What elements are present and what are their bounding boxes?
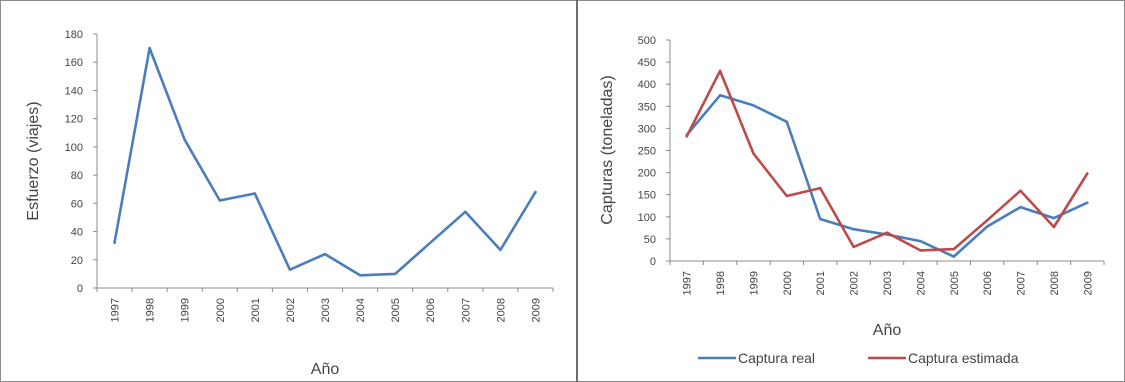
x-tick-label: 1998: [715, 271, 727, 295]
y-tick-label: 40: [71, 227, 83, 239]
y-tick-label: 80: [71, 170, 83, 182]
x-tick-label: 2002: [849, 271, 861, 295]
y-tick-label: 500: [638, 35, 656, 47]
x-tick-label: 2002: [285, 298, 297, 322]
data-point: [358, 274, 362, 277]
y-tick-label: 200: [638, 168, 656, 180]
legend-label: Captura real: [738, 350, 815, 366]
x-tick-label: 2001: [815, 271, 827, 295]
y-tick-label: 160: [65, 57, 83, 69]
data-point: [183, 138, 186, 142]
x-tick-label: 1997: [110, 298, 122, 322]
data-point: [1019, 205, 1022, 209]
data-point: [499, 248, 502, 252]
data-point: [1086, 172, 1089, 175]
y-tick-label: 300: [638, 123, 656, 135]
data-point: [323, 252, 327, 256]
x-tick-label: 2009: [530, 298, 542, 322]
x-tick-label: 1999: [748, 271, 760, 295]
x-tick-label: 2006: [982, 271, 994, 295]
data-point: [429, 241, 432, 245]
y-tick-label: 140: [65, 85, 83, 97]
x-tick-label: 2007: [1016, 271, 1028, 295]
data-point: [1052, 225, 1056, 229]
data-point: [113, 241, 116, 245]
series-line-0: [113, 46, 537, 277]
data-point: [919, 239, 922, 243]
x-tick-label: 2004: [915, 271, 927, 295]
data-point: [852, 227, 855, 231]
data-point: [718, 94, 722, 97]
data-point: [685, 135, 688, 138]
x-tick-label: 2006: [425, 298, 437, 322]
y-tick-label: 180: [65, 29, 83, 41]
data-point: [718, 69, 722, 73]
x-tick-label: 2007: [460, 298, 472, 322]
x-tick-label: 1998: [145, 298, 157, 322]
x-tick-label: 2003: [320, 298, 332, 322]
y-tick-label: 100: [638, 212, 656, 224]
legend: Captura real Captura estimada: [698, 350, 1019, 366]
data-point: [852, 245, 855, 249]
x-tick-label: 2005: [390, 298, 402, 322]
catch-chart: 0 50 100 150 200 250 300 350 400 450 500 1997 1998 19…: [599, 35, 1105, 366]
y-tick-label: 0: [77, 283, 83, 295]
x-tick-label: 1997: [682, 271, 694, 295]
legend-item: Captura real: [698, 350, 815, 366]
x-axis-title: Año: [873, 322, 902, 339]
data-point: [218, 199, 221, 202]
y-tick-label: 250: [638, 146, 656, 158]
x-tick-label: 2009: [1082, 271, 1094, 295]
y-tick-label: 450: [638, 57, 656, 69]
data-point: [288, 268, 292, 271]
y-tick-label: 150: [638, 190, 656, 202]
x-tick-label: 2003: [882, 271, 894, 295]
data-point: [1086, 201, 1089, 204]
data-point: [819, 217, 822, 221]
data-point: [393, 272, 397, 276]
data-point: [534, 190, 537, 194]
data-point: [752, 152, 755, 155]
legend-item: Captura estimada: [868, 350, 1019, 366]
x-tick-label: 2000: [782, 271, 794, 295]
data-point: [464, 210, 467, 213]
x-tick-label: 2008: [495, 298, 507, 322]
data-point: [985, 225, 989, 228]
y-axis-title: Esfuerzo (viajes): [25, 101, 42, 220]
x-tick-label: 2008: [1049, 271, 1061, 295]
data-point: [819, 186, 822, 190]
data-point: [919, 249, 922, 252]
x-tick-label: 1999: [180, 298, 192, 322]
legend-label: Captura estimada: [908, 350, 1019, 366]
data-point: [785, 120, 789, 123]
data-point: [785, 194, 789, 198]
series-line-1: [685, 69, 1089, 252]
data-point: [253, 192, 257, 195]
data-point: [1052, 216, 1056, 220]
data-point: [885, 231, 889, 234]
data-point: [952, 255, 955, 258]
effort-chart: 0 20 40 60 80 100 120 140 160 180 1997 1998 1999 2000…: [25, 29, 554, 378]
data-point: [985, 219, 989, 222]
y-tick-label: 20: [71, 255, 83, 267]
x-tick-label: 2000: [215, 298, 227, 322]
x-tick-label: 2005: [949, 271, 961, 295]
y-tick-label: 120: [65, 114, 83, 126]
data-point: [752, 104, 755, 107]
y-axis-title: Capturas (toneladas): [599, 75, 616, 224]
y-tick-label: 400: [638, 79, 656, 91]
y-tick-label: 60: [71, 198, 83, 210]
data-point: [952, 247, 955, 251]
x-axis-title: Año: [311, 361, 340, 378]
x-tick-label: 2004: [355, 298, 367, 322]
data-point: [1019, 189, 1022, 192]
y-tick-label: 50: [644, 234, 656, 246]
y-tick-label: 100: [65, 142, 83, 154]
data-point: [148, 46, 151, 50]
y-tick-label: 350: [638, 101, 656, 113]
y-tick-label: 0: [650, 256, 656, 268]
x-tick-label: 2001: [250, 298, 262, 322]
